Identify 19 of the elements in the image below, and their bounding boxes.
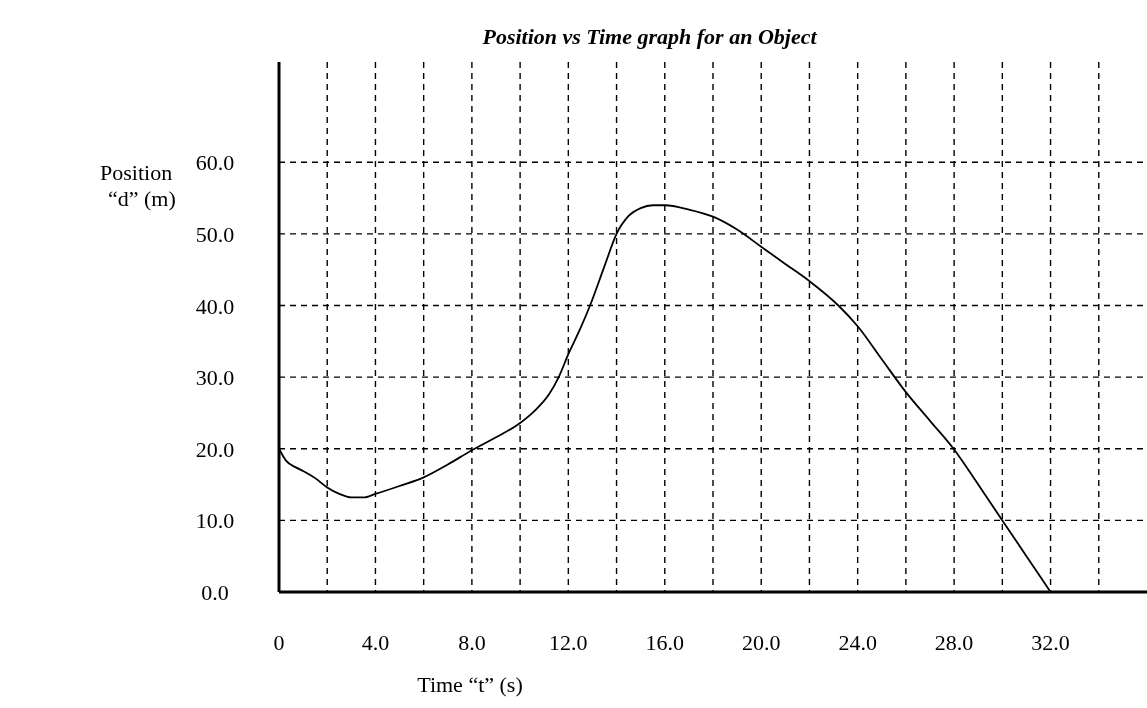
x-axis-title: Time “t” (s): [417, 672, 523, 697]
y-tick-label: 20.0: [195, 436, 235, 462]
y-tick-label: 60.0: [195, 150, 235, 176]
y-tick-label: 0.0: [201, 580, 229, 605]
chart-title: Position vs Time graph for an Object: [481, 24, 818, 49]
x-tick-label: 8.0: [458, 630, 486, 655]
x-tick-label: 4.0: [361, 630, 390, 655]
y-axis-title: Position “d” (m): [100, 160, 176, 211]
x-tick-label: 28.0: [934, 630, 974, 655]
x-tick-label: 12.0: [549, 630, 588, 655]
x-tick-label: 24.0: [838, 630, 877, 655]
x-tick-label: 0: [273, 630, 285, 655]
x-tick-label: 16.0: [645, 630, 685, 655]
y-tick-label: 10.0: [195, 508, 235, 534]
x-tick-label: 20.0: [741, 630, 781, 655]
y-tick-label: 50.0: [195, 221, 235, 247]
x-tick-label: 32.0: [1031, 630, 1070, 655]
y-tick-label: 30.0: [195, 365, 235, 391]
y-tick-label: 40.0: [195, 293, 235, 319]
